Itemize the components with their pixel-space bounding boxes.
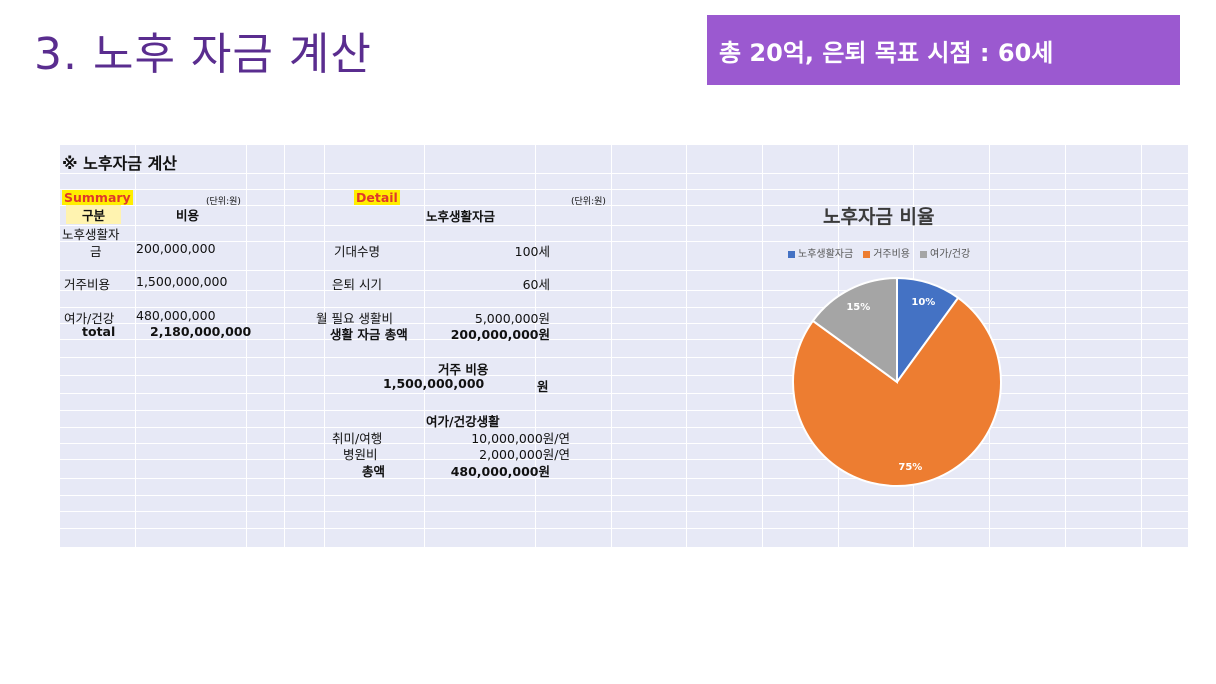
legend-label: 노후생활자금 [798,249,854,260]
summary-row3-label: 여가/건강 [64,311,115,326]
detail-tag: Detail [354,190,400,205]
legend-swatch [920,250,928,258]
leisure-header: 여가/건강생활 [426,414,500,429]
legend-swatch [863,250,871,258]
housing-unit: 원 [537,379,549,394]
legend-item: 노후생활자금 [788,245,853,260]
pie-label-1: 75% [898,462,922,473]
summary-row1-label-b: 금 [90,244,102,259]
hobby-label: 취미/여행 [332,431,383,446]
sheet-heading: ※ 노후자금 계산 [62,154,178,173]
pie-chart: 10% 75% 15% [792,276,1002,487]
life-exp-value: 100세 [514,244,550,259]
chart-title: 노후자금 비율 [823,206,935,228]
summary-tag: Summary [62,190,133,205]
goal-banner: 총 20억, 은퇴 목표 시점 : 60세 [707,15,1180,85]
leisure-total-value: 480,000,000원 [450,464,550,479]
living-total-label: 생활 자금 총액 [330,327,408,342]
summary-row2-label: 거주비용 [64,277,111,292]
living-header: 노후생활자금 [426,209,496,224]
summary-unit: (단위:원) [206,197,241,207]
legend-label: 거주비용 [873,249,911,260]
monthly-label: 월 필요 생활비 [316,311,393,326]
leisure-total-label: 총액 [362,464,386,479]
living-total-value: 200,000,000원 [450,327,550,342]
hobby-value: 10,000,000원/연 [471,431,570,446]
legend-item: 여가/건강 [920,245,970,260]
legend-item: 거주비용 [863,245,910,260]
hospital-label: 병원비 [343,447,378,462]
hospital-value: 2,000,000원/연 [479,447,570,462]
page-title: 3. 노후 자금 계산 [34,29,372,80]
pie-slice-2 [811,276,898,384]
col-cost: 비용 [176,208,200,223]
summary-total-value: 2,180,000,000 [150,324,252,339]
legend-swatch [788,250,795,258]
summary-row3-value: 480,000,000 [136,308,216,323]
retire-label: 은퇴 시기 [332,277,382,292]
legend-label: 여가/건강 [930,249,971,260]
col-category: 구분 [66,205,122,224]
summary-row2-value: 1,500,000,000 [136,274,228,289]
monthly-value: 5,000,000원 [474,311,550,326]
spreadsheet-image: ※ 노후자금 계산 Summary (단위:원) 구분 비용 노후생활자 금 2… [60,145,1188,547]
pie-label-0: 10% [911,297,935,308]
summary-total-label: total [82,324,116,339]
retire-value: 60세 [522,277,550,292]
chart-legend: 노후생활자금 거주비용 여가/건강 [788,245,970,260]
life-exp-label: 기대수명 [334,244,381,259]
detail-unit: (단위:원) [571,197,606,207]
pie-label-2: 15% [846,302,870,313]
housing-header: 거주 비용 [438,362,489,377]
summary-row1-value: 200,000,000 [136,241,216,256]
housing-value: 1,500,000,000 [383,376,485,391]
summary-row1-label-a: 노후생활자 [62,227,120,242]
